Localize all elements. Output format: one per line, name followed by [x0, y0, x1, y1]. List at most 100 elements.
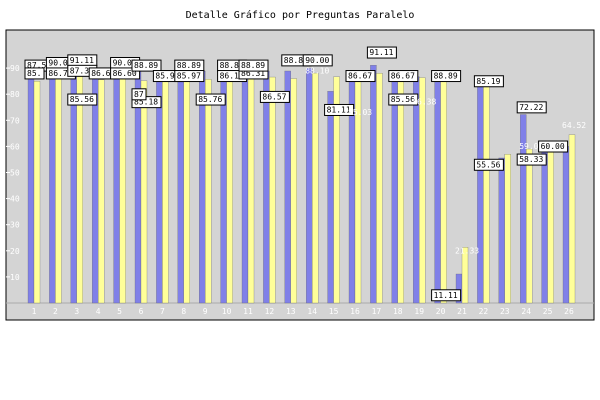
- value-label: 58.33: [516, 153, 547, 166]
- x-tick-label: 15: [329, 307, 339, 316]
- value-label-text: 55.56: [476, 160, 500, 169]
- value-label-box: [131, 88, 147, 101]
- value-label-text: 91.11: [369, 48, 393, 57]
- value-label-box: [131, 59, 162, 72]
- value-label-text: 86.38: [412, 98, 436, 107]
- bar-series-2: [526, 148, 533, 304]
- value-label: 88.89: [131, 59, 162, 72]
- value-label-text: 85.03: [348, 108, 372, 117]
- value-label: 72.22: [516, 101, 547, 114]
- value-label: 86.67: [388, 70, 419, 83]
- value-label: 91.11: [366, 46, 397, 59]
- x-tick-labels: 1 2 3 4 5 6 7 8 9 10 11 12 13 14 15 16 17 18 19 20 21 22 23 24 2…: [32, 307, 574, 316]
- value-label-text: 88.89: [241, 61, 265, 70]
- bar-series-1: [413, 76, 420, 304]
- value-label: 88.89: [238, 59, 269, 72]
- x-tick-label: 5: [117, 307, 122, 316]
- y-tick-label: 20: [10, 247, 20, 256]
- x-tick-label: 19: [414, 307, 424, 316]
- value-label-text: 86.31: [241, 69, 265, 78]
- x-tick-label: 4: [96, 307, 101, 316]
- value-label-text: 91.11: [70, 56, 94, 65]
- value-label: 60.00: [538, 140, 569, 153]
- x-tick-label: 22: [479, 307, 489, 316]
- x-tick-label: 2: [53, 307, 58, 316]
- x-tick-label: 25: [543, 307, 553, 316]
- value-label-text: 88.89: [134, 61, 158, 70]
- value-label: 55.56: [473, 158, 504, 171]
- bar-series-2: [140, 80, 148, 304]
- y-tick-label: 70: [10, 116, 20, 125]
- value-label: 91.11: [67, 54, 98, 67]
- value-label-box: [516, 101, 547, 114]
- value-label-text: 85.56: [391, 95, 415, 104]
- bar-series-2: [333, 76, 340, 304]
- x-tick-label: 20: [436, 307, 446, 316]
- value-label-text: 88.89: [177, 61, 201, 70]
- value-label-text: 85.19: [476, 77, 500, 86]
- value-label-text: 85.97: [155, 72, 179, 81]
- value-label-box: [238, 59, 269, 72]
- bar-series-2: [247, 77, 255, 304]
- value-label-box: [174, 70, 205, 83]
- value-label-text: 85.56: [70, 95, 94, 104]
- bar-series-2: [183, 78, 190, 304]
- bar-series-2: [269, 76, 276, 304]
- value-label-box: [324, 103, 355, 116]
- x-tick-label: 12: [265, 307, 275, 316]
- x-tick-label: 26: [564, 307, 574, 316]
- value-label-box: [302, 54, 333, 67]
- value-label-text: 88.10: [305, 66, 329, 75]
- bar-series-2: [376, 73, 383, 304]
- value-label: 86.67: [345, 70, 376, 83]
- bar-series-2: [568, 134, 576, 304]
- value-label-text: 86.70: [48, 69, 72, 78]
- y-tick-label: 40: [10, 195, 20, 204]
- bar-series-2: [76, 74, 83, 304]
- value-label: 86.60: [110, 67, 141, 80]
- value-label-text: 86.57: [262, 92, 286, 101]
- y-tick-label: 30: [10, 221, 20, 230]
- x-tick-label: 9: [203, 307, 208, 316]
- value-label-text: 86.10: [220, 72, 244, 81]
- value-label-text: 85.: [27, 69, 41, 78]
- value-label-box: [388, 93, 419, 106]
- value-label-box: [24, 67, 45, 80]
- value-label: 85.97: [174, 70, 205, 83]
- value-label-text: 88.89: [434, 72, 458, 81]
- value-label-text: 90.00: [48, 58, 72, 67]
- bar-series-1: [113, 70, 120, 304]
- bar-series-1: [199, 70, 206, 304]
- value-label-text: 90.00: [305, 56, 329, 65]
- y-tick-label: 60: [10, 142, 20, 151]
- value-label-text: 86.67: [391, 72, 415, 81]
- value-label: 86.38: [412, 98, 436, 107]
- value-label-box: [516, 153, 547, 166]
- value-label-box: [431, 70, 462, 83]
- bar-series-2: [547, 146, 554, 304]
- value-label-text: 58.33: [519, 155, 543, 164]
- value-label: 85.76: [195, 93, 226, 106]
- value-label-text: 85.76: [198, 95, 222, 104]
- y-tick-label: 90: [10, 64, 20, 73]
- value-label: 90.00: [302, 54, 333, 67]
- value-label-text: 85.97: [177, 72, 201, 81]
- bar-series-1: [27, 74, 35, 304]
- value-label: 85.19: [473, 75, 504, 88]
- value-label-box: [345, 70, 376, 83]
- value-label-text: 86.67: [348, 72, 372, 81]
- bar-series-2: [290, 78, 297, 304]
- value-label: 64.52: [562, 121, 586, 130]
- bar-series-1: [327, 91, 334, 304]
- x-tick-label: 8: [181, 307, 186, 316]
- bar-series-1: [541, 150, 548, 304]
- x-tick-label: 13: [286, 307, 296, 316]
- value-label: 88.10: [305, 66, 329, 75]
- value-label-box: [538, 140, 569, 153]
- bar-series-2: [162, 78, 169, 304]
- bar-series-1: [306, 67, 313, 304]
- bar-series-1: [498, 157, 505, 304]
- bar-series-2: [312, 72, 319, 304]
- bar-series-1: [241, 70, 249, 304]
- bar-series-1: [220, 70, 227, 304]
